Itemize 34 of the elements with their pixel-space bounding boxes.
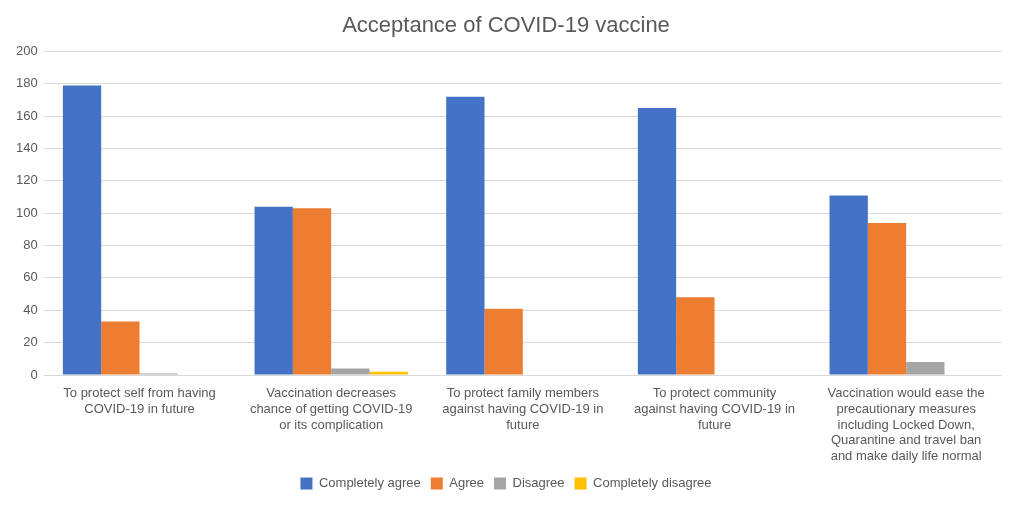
x-tick-label: To protect community against having COVID-19 in future <box>633 385 796 432</box>
legend-label: Agree <box>449 475 485 491</box>
bar <box>637 108 677 375</box>
legend-label: Disagree <box>512 475 565 491</box>
bar <box>676 297 715 375</box>
bar <box>829 195 868 375</box>
legend-label: Completely agree <box>318 475 421 491</box>
y-tick-label: 100 <box>15 204 38 220</box>
x-tick-label: To protect family members against having COVID-19 in future <box>442 385 604 432</box>
bar <box>446 96 485 375</box>
bar <box>369 371 408 375</box>
y-tick-label: 140 <box>15 140 38 156</box>
x-tick-label: To protect self from having COVID-19 in future <box>63 385 216 416</box>
y-tick-label: 0 <box>30 366 38 382</box>
bar <box>62 85 102 375</box>
bar <box>331 368 370 375</box>
bar <box>867 222 907 375</box>
bar <box>484 308 523 375</box>
y-tick-label: 60 <box>23 269 38 285</box>
chart-title: Acceptance of COVID-19 vaccine <box>342 12 670 38</box>
y-tick-label: 160 <box>15 107 38 123</box>
bar <box>101 321 140 375</box>
y-tick-label: 200 <box>15 42 38 58</box>
bar <box>254 206 293 375</box>
legend-label: Completely disagree <box>593 475 712 491</box>
y-tick-label: 20 <box>23 334 38 350</box>
bar <box>906 362 945 375</box>
bar <box>292 208 332 375</box>
y-tick-label: 80 <box>23 237 38 253</box>
y-tick-label: 40 <box>23 301 38 317</box>
y-tick-label: 180 <box>15 75 38 91</box>
x-tick-label: Vaccination would ease the precautionary measures including Locked Down, Quarantine and travel ban and make daily life normal <box>827 385 985 463</box>
x-tick-label: Vaccination decreases chance of getting COVID-19 or its complication <box>249 385 413 432</box>
y-tick-label: 120 <box>15 172 38 188</box>
